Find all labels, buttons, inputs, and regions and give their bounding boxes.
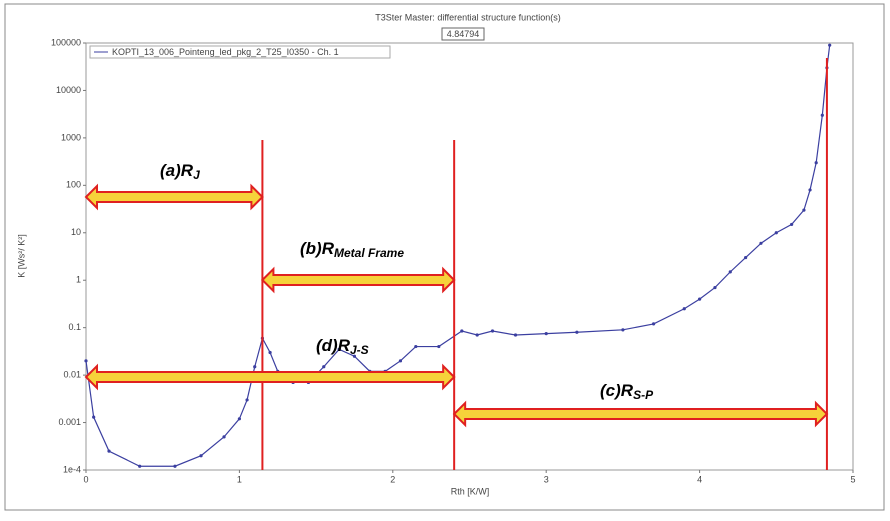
point (222, 435, 226, 439)
y-tick-label: 100 (66, 180, 81, 190)
point (698, 297, 702, 301)
annotation-text: (b)R (300, 239, 335, 258)
point (790, 222, 794, 227)
point (92, 415, 96, 419)
point (237, 417, 241, 421)
annotation: (c)RS-P (600, 381, 654, 402)
point (621, 328, 625, 332)
point (107, 449, 111, 453)
x-tick-label: 2 (390, 474, 395, 484)
point (398, 359, 403, 363)
arrow (260, 266, 456, 294)
y-tick-label: 100000 (51, 37, 81, 47)
point (651, 322, 656, 326)
point (337, 347, 341, 351)
annotation: (b)RMetal Frame (300, 239, 404, 260)
arrow (84, 183, 264, 211)
y-tick-label: 0.001 (58, 417, 81, 427)
x-tick-label: 4 (697, 474, 702, 484)
arrow (84, 363, 456, 391)
point (744, 255, 748, 260)
point (814, 161, 818, 165)
point (713, 285, 717, 290)
x-axis-label: Rth [K/W] (451, 486, 490, 496)
y-tick-label: 10000 (56, 85, 81, 95)
point (774, 231, 778, 235)
point (414, 344, 418, 349)
annotation-sub: J-S (350, 343, 369, 357)
y-tick-label: 0.01 (63, 369, 81, 379)
point (199, 454, 203, 458)
point (544, 331, 548, 336)
annotation-sub: Metal Frame (334, 246, 404, 260)
y-tick-label: 1e-4 (63, 464, 81, 474)
x-tick-label: 3 (544, 474, 549, 484)
point (245, 398, 249, 402)
point (322, 365, 326, 369)
point (808, 188, 812, 192)
point (513, 333, 518, 337)
point (138, 464, 142, 468)
point (682, 307, 686, 311)
point (268, 350, 272, 355)
point (728, 270, 732, 274)
point (575, 330, 579, 334)
point (173, 464, 177, 468)
annotation-sub: J (193, 168, 200, 182)
x-tick-label: 1 (237, 474, 242, 484)
point (460, 329, 464, 333)
arrow (452, 400, 829, 428)
point (759, 241, 763, 245)
x-tick-label: 5 (850, 474, 855, 484)
annotation: (a)RJ (160, 161, 200, 182)
point (84, 359, 88, 363)
annotation-text: (d)R (316, 336, 351, 355)
y-tick-label: 0.1 (68, 322, 81, 332)
point (475, 333, 479, 337)
point (802, 208, 806, 212)
point (352, 354, 357, 358)
annotation: (d)RJ-S (316, 336, 369, 357)
y-tick-label: 10 (71, 227, 81, 237)
point (828, 43, 832, 47)
y-tick-label: 1 (76, 275, 81, 285)
point (437, 344, 441, 349)
annotation-sub: S-P (633, 388, 654, 402)
y-axis-label: K [Ws²/ K²] (16, 234, 26, 278)
plot-area (85, 42, 854, 471)
point (490, 329, 495, 333)
cursor-label: 4.84794 (447, 29, 480, 39)
point (253, 365, 257, 369)
annotation-text: (c)R (600, 381, 634, 400)
y-tick-label: 1000 (61, 132, 81, 142)
point (820, 113, 824, 117)
legend-label: KOPTI_13_006_Pointeng_led_pkg_2_T25_I035… (112, 47, 339, 57)
x-tick-label: 0 (83, 474, 88, 484)
annotation-text: (a)R (160, 161, 194, 180)
chart-title: T3Ster Master: differential structure fu… (375, 12, 560, 22)
cursor-box (441, 27, 485, 41)
legend-box (89, 45, 391, 59)
